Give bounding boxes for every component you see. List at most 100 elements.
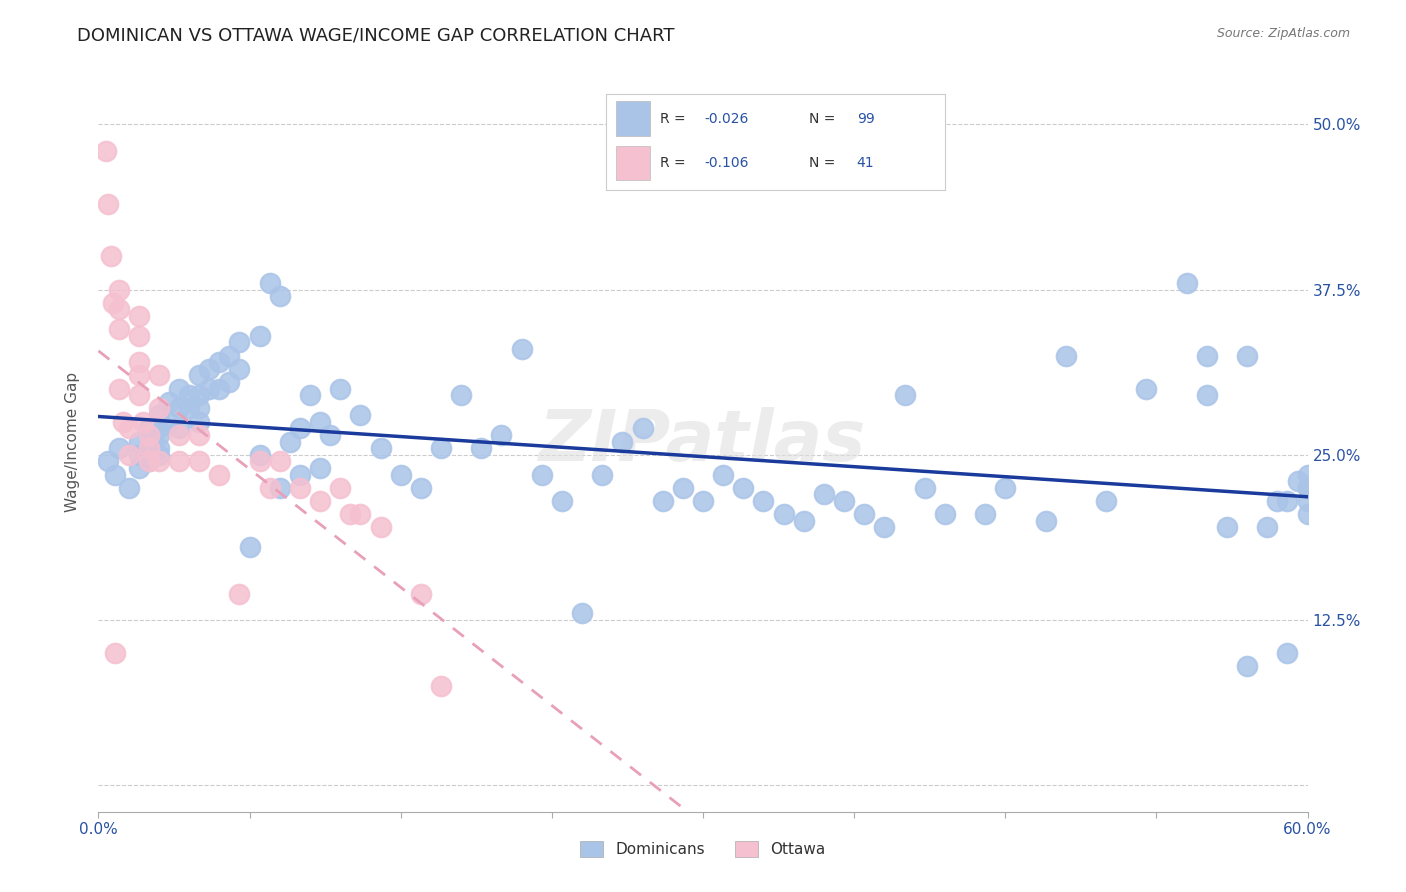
Point [339,508,361,522]
Point [249,454,271,468]
Point [167,428,190,442]
Point [349,408,371,422]
Point [692,494,714,508]
Point [198,361,221,376]
Point [491,428,513,442]
Point [1095,494,1118,508]
Point [167,401,190,416]
Point [1286,474,1309,488]
Legend: Dominicans, Ottawa: Dominicans, Ottawa [574,835,832,863]
Point [450,388,472,402]
Point [118,421,141,435]
Point [409,586,432,600]
Point [128,388,150,402]
Point [107,382,129,396]
Point [148,401,170,416]
Point [188,454,211,468]
Point [510,342,533,356]
Point [128,434,150,449]
Point [118,481,141,495]
Point [148,454,170,468]
Point [218,349,240,363]
Point [1035,514,1057,528]
Point [571,607,593,621]
Point [148,428,170,442]
Point [772,508,794,522]
Point [269,481,291,495]
Point [631,421,654,435]
Point [128,448,150,462]
Point [288,481,311,495]
Point [188,401,211,416]
Point [1236,349,1258,363]
Point [188,368,211,383]
Point [249,328,271,343]
Point [208,382,231,396]
Point [1256,520,1278,534]
Point [188,415,211,429]
Point [128,368,150,383]
Point [128,355,150,369]
Point [1236,659,1258,673]
Point [103,646,125,660]
Point [430,441,453,455]
Point [1054,349,1077,363]
Point [128,328,150,343]
Point [128,309,150,323]
Point [103,467,125,482]
Point [994,481,1017,495]
Point [530,467,553,482]
Point [198,382,221,396]
Point [228,361,250,376]
Point [651,494,673,508]
Point [138,441,160,455]
Point [157,395,180,409]
Point [1195,388,1218,402]
Point [188,388,211,402]
Point [107,441,129,455]
Point [228,586,250,600]
Point [711,467,734,482]
Point [752,494,775,508]
Point [853,508,876,522]
Point [111,415,134,429]
Point [249,448,271,462]
Point [1175,276,1198,290]
Point [138,454,160,468]
Point [612,434,634,449]
Point [1296,481,1319,495]
Point [288,467,311,482]
Point [208,467,231,482]
Point [239,541,262,555]
Point [132,415,155,429]
Point [329,481,352,495]
Point [138,428,160,442]
Point [167,454,190,468]
Point [167,382,190,396]
Point [672,481,695,495]
Point [148,448,170,462]
Point [1195,349,1218,363]
Point [259,276,281,290]
Point [793,514,815,528]
Point [1296,481,1319,495]
Point [1296,508,1319,522]
Point [832,494,855,508]
Point [389,467,412,482]
Point [319,428,342,442]
Point [148,408,170,422]
Point [148,368,170,383]
Point [329,382,352,396]
Point [1296,467,1319,482]
Point [974,508,997,522]
Point [188,428,211,442]
Point [813,487,835,501]
Point [100,250,122,264]
Point [430,679,453,693]
Point [349,508,371,522]
Point [591,467,613,482]
Point [269,454,291,468]
Point [138,421,160,435]
Point [370,520,392,534]
Point [96,144,118,158]
